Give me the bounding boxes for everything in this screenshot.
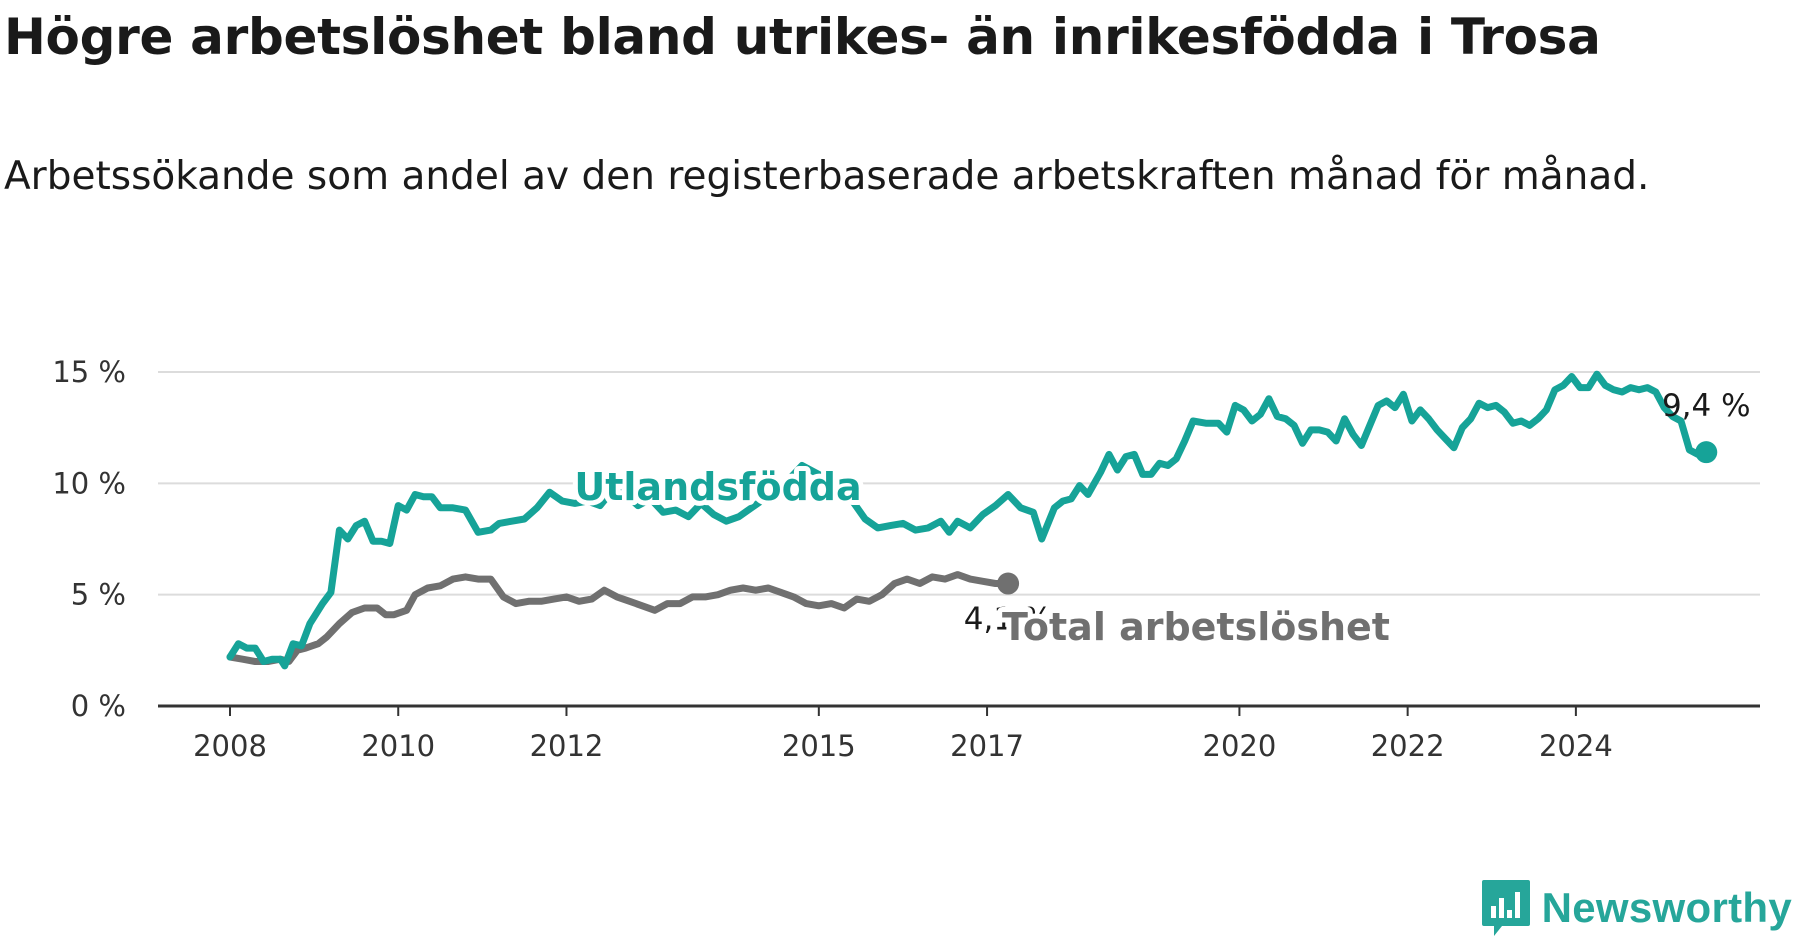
x-tick-label: 2024 xyxy=(1539,729,1613,763)
chart-subtitle: Arbetssökande som andel av den registerb… xyxy=(4,154,1650,199)
series-line-utlandsfodda xyxy=(226,370,1710,670)
newsworthy-logo-icon xyxy=(1481,880,1530,936)
series-end-label: 4,1 % xyxy=(964,602,1053,638)
series-label-halo: Utlandsfödda xyxy=(574,465,861,509)
grid-lines xyxy=(158,371,1760,708)
brand-name: Newsworthy xyxy=(1541,884,1792,931)
series-end-point xyxy=(1695,441,1718,464)
series-label: Utlandsfödda xyxy=(574,465,861,509)
x-tick-label: 2012 xyxy=(530,729,604,763)
series-line-total xyxy=(226,571,1012,665)
y-tick-label: 15 % xyxy=(52,355,126,389)
y-tick-label: 0 % xyxy=(71,689,126,723)
y-tick-label: 5 % xyxy=(71,578,126,612)
x-tick-label: 2017 xyxy=(950,729,1024,763)
x-tick-label: 2008 xyxy=(193,729,267,763)
chart-title: Högre arbetslöshet bland utrikes- än inr… xyxy=(4,8,1601,66)
y-axis-ticks: 0 % 5 % 10 % 15 % xyxy=(52,355,126,723)
x-tick-label: 2020 xyxy=(1203,729,1277,763)
y-tick-label: 10 % xyxy=(52,466,126,500)
series-label-halo: Total arbetslöshet xyxy=(1002,605,1390,649)
series-end-label: 9,4 % xyxy=(1662,388,1751,424)
series-label: Total arbetslöshet xyxy=(1002,605,1390,649)
x-tick-label: 2022 xyxy=(1371,729,1445,763)
brand-logo: Newsworthy xyxy=(1480,876,1792,940)
x-tick-label: 2010 xyxy=(361,729,435,763)
x-tick-label: 2015 xyxy=(782,729,856,763)
x-axis-ticks: 2008 2010 2012 2015 2017 2020 2022 2024 xyxy=(193,706,1613,763)
series-lines xyxy=(226,370,1718,670)
series-end-point xyxy=(997,572,1020,595)
